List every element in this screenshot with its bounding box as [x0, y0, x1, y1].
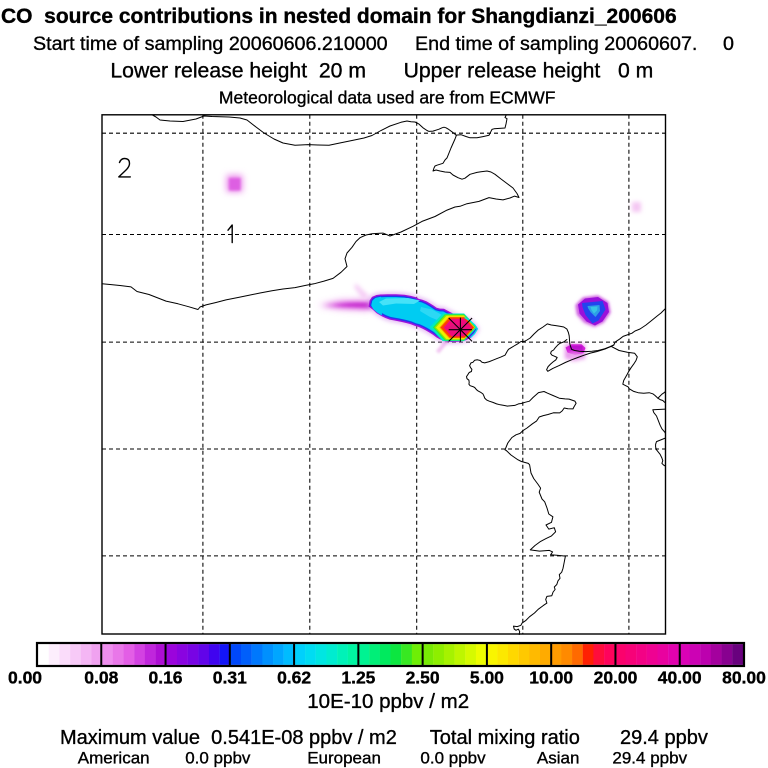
svg-text:0.0 ppbv: 0.0 ppbv — [185, 749, 251, 768]
svg-text:29.4 ppbv: 29.4 ppbv — [612, 749, 687, 768]
svg-text:5.00: 5.00 — [470, 668, 504, 688]
svg-text:0.62: 0.62 — [277, 668, 311, 688]
svg-text:Upper release height 0 m: Upper release height 0 m — [404, 60, 654, 83]
svg-text:10E-10 ppbv / m2: 10E-10 ppbv / m2 — [307, 690, 469, 713]
svg-text:American: American — [78, 749, 150, 768]
svg-text:Start time of sampling 2006060: Start time of sampling 20060606.210000 — [33, 33, 388, 55]
svg-text:0.16: 0.16 — [148, 668, 182, 688]
svg-text:Maximum value 0.541E-08 ppbv: Maximum value 0.541E-08 ppbv / m2 — [60, 727, 397, 749]
svg-text:0.31: 0.31 — [213, 668, 247, 688]
svg-text:0.0 ppbv: 0.0 ppbv — [420, 749, 486, 768]
svg-text:29.4 ppbv: 29.4 ppbv — [620, 727, 708, 749]
svg-text:Lower release height 20 m: Lower release height 20 m — [110, 60, 366, 83]
svg-text:CO source contributions in ne: CO source contributions in nested domain… — [1, 5, 677, 28]
svg-text:40.00: 40.00 — [658, 668, 702, 688]
svg-text:10.00: 10.00 — [529, 668, 573, 688]
svg-text:European: European — [307, 749, 381, 768]
svg-text:Meteorological data used are f: Meteorological data used are from ECMWF — [219, 88, 556, 108]
svg-text:0.00: 0.00 — [8, 668, 42, 688]
svg-text:End time of sampling 20060607.: End time of sampling 20060607. — [415, 33, 697, 55]
svg-text:2.50: 2.50 — [406, 668, 440, 688]
svg-text:0: 0 — [723, 33, 734, 55]
svg-text:80.00: 80.00 — [722, 668, 766, 688]
svg-text:1.25: 1.25 — [341, 668, 375, 688]
svg-text:0.08: 0.08 — [84, 668, 118, 688]
svg-text:20.00: 20.00 — [594, 668, 638, 688]
svg-text:Asian: Asian — [537, 749, 580, 768]
svg-text:Total mixing ratio: Total mixing ratio — [430, 727, 580, 749]
